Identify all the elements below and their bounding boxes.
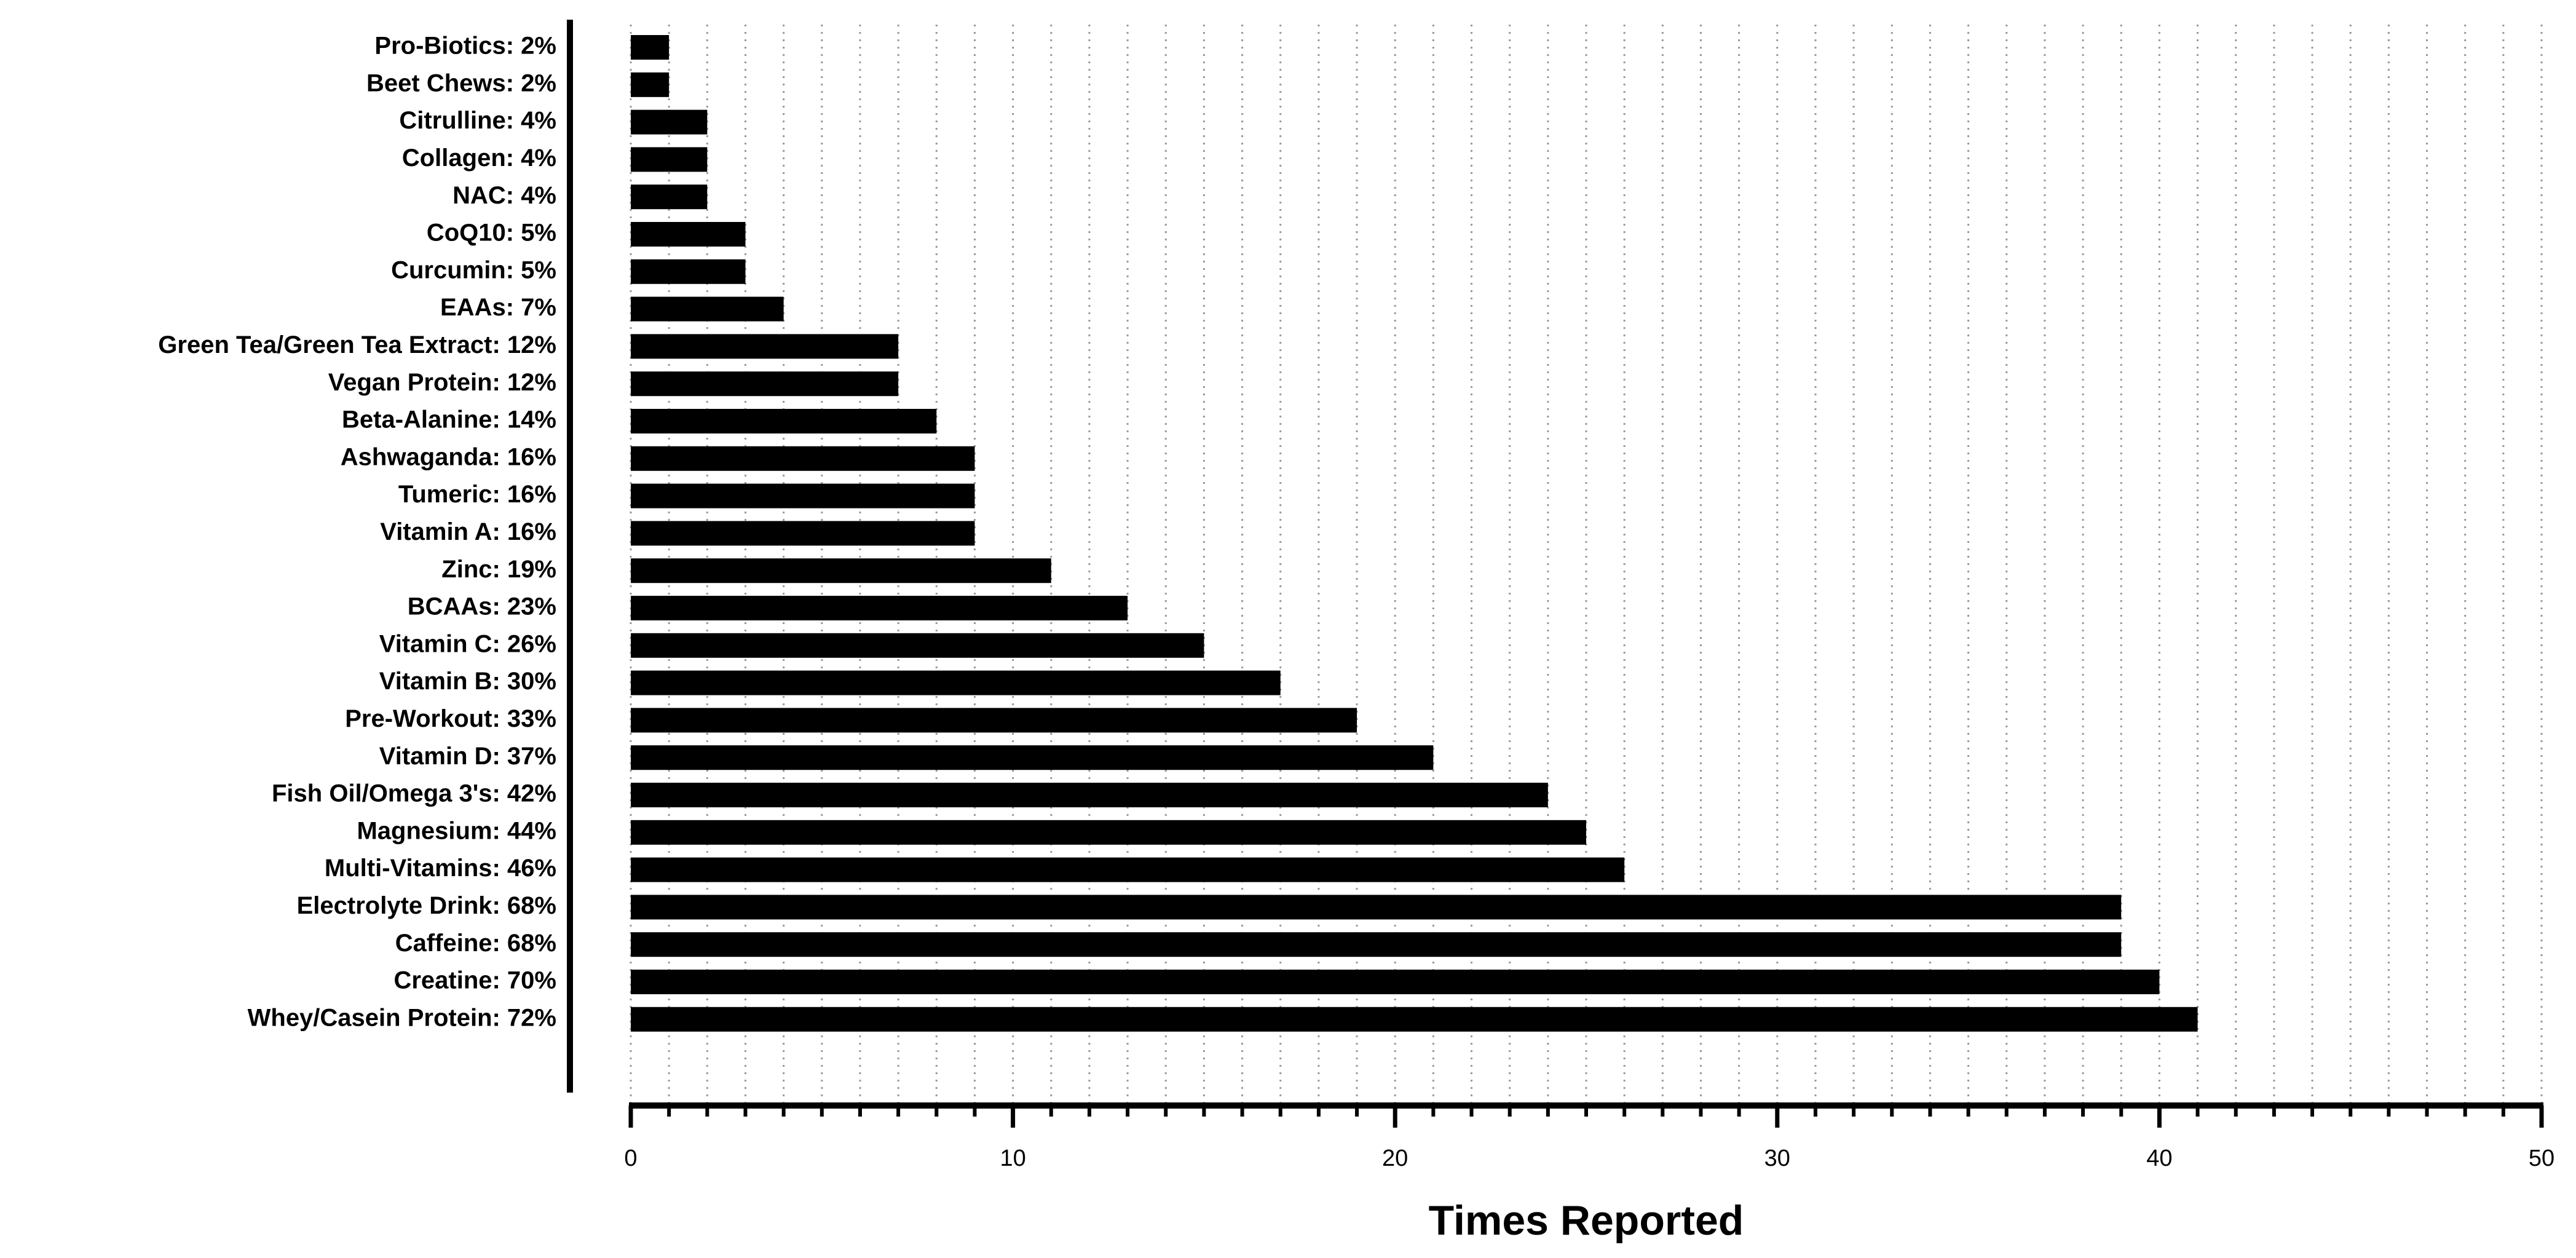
y-tick-label: Whey/Casein Protein: 72% — [248, 1004, 556, 1031]
y-tick-label: Vitamin D: 37% — [379, 743, 556, 770]
bar — [631, 222, 746, 247]
y-tick-label: Vitamin B: 30% — [379, 668, 556, 695]
x-tick-label: 0 — [624, 1145, 637, 1171]
bar — [631, 521, 975, 546]
bar — [631, 296, 784, 322]
bar — [631, 35, 670, 60]
bar — [631, 334, 899, 359]
y-tick-label: CoQ10: 5% — [427, 220, 556, 247]
y-tick-label: Tumeric: 16% — [398, 481, 556, 508]
bar — [631, 783, 1548, 807]
bar — [631, 932, 2122, 957]
bar — [631, 1007, 2198, 1032]
x-tick-label: 50 — [2529, 1145, 2554, 1171]
bar — [631, 895, 2122, 920]
y-tick-label: Vitamin A: 16% — [380, 518, 556, 545]
bar — [631, 184, 708, 210]
bar — [631, 446, 975, 471]
y-tick-label: Ashwaganda: 16% — [341, 443, 556, 470]
x-tick-label: 40 — [2146, 1145, 2172, 1171]
bar — [631, 596, 1128, 620]
y-tick-label: Caffeine: 68% — [395, 930, 556, 957]
y-tick-label: Electrolyte Drink: 68% — [297, 892, 556, 919]
bar — [631, 259, 746, 284]
y-tick-label: Creatine: 70% — [393, 967, 556, 994]
bar — [631, 147, 708, 172]
y-tick-label: Vegan Protein: 12% — [328, 369, 556, 396]
x-axis-title: Times Reported — [1429, 1197, 1744, 1244]
y-tick-label: Beta-Alanine: 14% — [342, 406, 556, 433]
bar — [631, 708, 1357, 733]
bar — [631, 633, 1204, 658]
bar — [631, 409, 937, 433]
bar — [631, 970, 2160, 994]
y-tick-label: Magnesium: 44% — [357, 817, 556, 844]
y-tick-label: Beet Chews: 2% — [366, 69, 556, 97]
bar — [631, 72, 670, 97]
y-tick-label: Fish Oil/Omega 3's: 42% — [272, 780, 556, 807]
bar — [631, 670, 1281, 695]
bar — [631, 109, 708, 135]
bar — [631, 371, 899, 397]
y-tick-label: Collagen: 4% — [402, 144, 556, 172]
y-tick-label: Curcumin: 5% — [391, 256, 556, 283]
y-tick-label: NAC: 4% — [452, 182, 556, 209]
bar — [631, 558, 1051, 584]
bar — [631, 857, 1625, 882]
y-tick-label: Green Tea/Green Tea Extract: 12% — [158, 331, 556, 358]
bar — [631, 820, 1586, 845]
bar — [631, 483, 975, 508]
x-tick-label: 30 — [1764, 1145, 1790, 1171]
y-tick-label: Pre-Workout: 33% — [345, 705, 556, 732]
y-tick-label: Multi-Vitamins: 46% — [325, 855, 556, 882]
y-tick-label: EAAs: 7% — [440, 294, 556, 321]
x-tick-label: 20 — [1382, 1145, 1408, 1171]
y-tick-label: BCAAs: 23% — [408, 593, 556, 620]
y-tick-label: Zinc: 19% — [441, 556, 556, 583]
y-tick-label: Citrulline: 4% — [399, 107, 556, 134]
y-tick-label: Vitamin C: 26% — [379, 630, 556, 657]
bar — [631, 745, 1434, 770]
y-tick-label: Pro-Biotics: 2% — [374, 33, 556, 60]
x-tick-label: 10 — [1000, 1145, 1025, 1171]
